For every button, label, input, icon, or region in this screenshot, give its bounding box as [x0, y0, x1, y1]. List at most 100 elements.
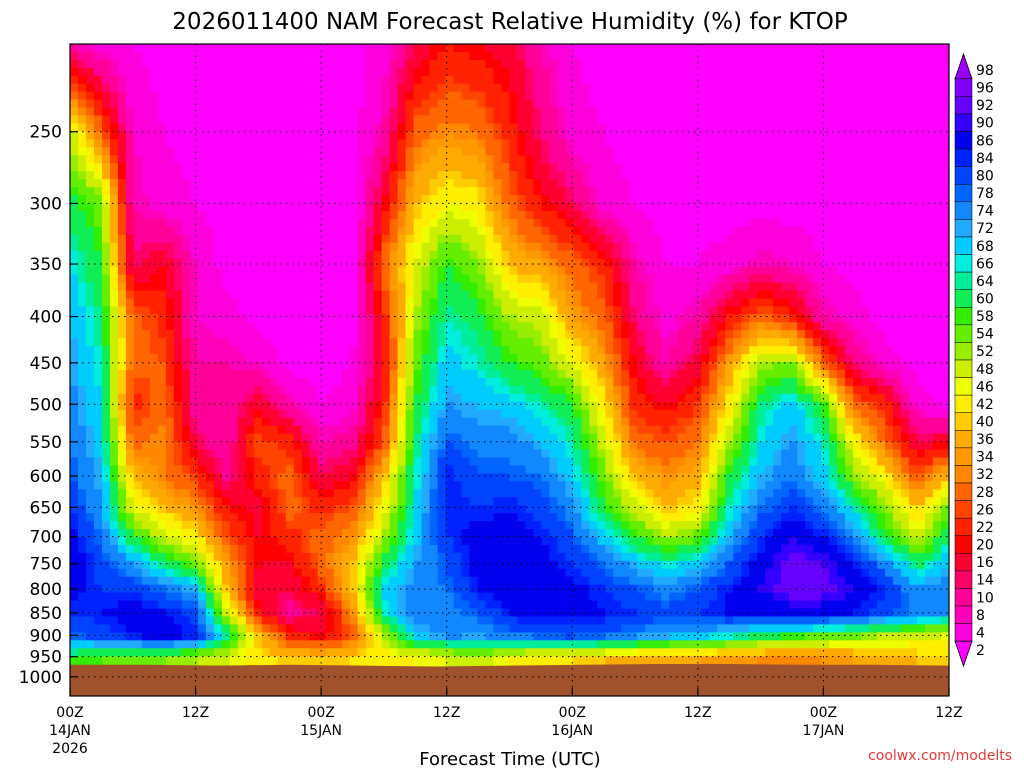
rh-cell [389, 393, 399, 403]
rh-cell [509, 258, 519, 268]
rh-cell [589, 195, 598, 204]
rh-cell [749, 234, 758, 244]
rh-cell [653, 250, 662, 260]
rh-cell [749, 155, 758, 164]
rh-cell [125, 258, 135, 268]
rh-cell [117, 298, 127, 307]
rh-cell [597, 115, 606, 125]
rh-cell [381, 171, 391, 180]
rh-cell [325, 91, 335, 101]
rh-cell [933, 362, 942, 371]
rh-cell [749, 338, 758, 347]
rh-cell [909, 163, 918, 172]
rh-cell [237, 346, 247, 355]
rh-cell [213, 226, 223, 236]
rh-cell [549, 171, 559, 180]
rh-cell [781, 266, 790, 276]
rh-cell [245, 322, 255, 331]
rh-cell [70, 314, 79, 323]
rh-cell [661, 139, 670, 148]
rh-cell [421, 234, 431, 244]
rh-cell [485, 163, 495, 172]
rh-cell [741, 370, 750, 379]
rh-cell [309, 163, 319, 172]
rh-cell [557, 163, 567, 172]
rh-cell [229, 107, 239, 117]
rh-cell [821, 377, 830, 387]
rh-cell [741, 123, 750, 133]
rh-cell [181, 330, 191, 339]
rh-cell [501, 139, 511, 148]
rh-cell [189, 242, 199, 252]
rh-cell [557, 258, 567, 268]
rh-cell [445, 163, 455, 172]
rh-cell [621, 346, 630, 355]
rh-cell [589, 59, 598, 69]
rh-cell [245, 226, 255, 236]
rh-cell [341, 377, 351, 387]
rh-cell [613, 203, 622, 212]
rh-cell [301, 107, 311, 117]
rh-cell [285, 218, 295, 228]
rh-cell [221, 123, 231, 133]
rh-cell [805, 218, 814, 228]
rh-cell [805, 139, 814, 148]
rh-cell [605, 91, 614, 101]
rh-cell [349, 139, 359, 148]
rh-cell [669, 171, 678, 180]
rh-cell [677, 362, 686, 371]
rh-cell [70, 91, 79, 101]
rh-cell [861, 298, 870, 307]
rh-cell [565, 107, 575, 117]
rh-cell [205, 203, 215, 212]
rh-cell [309, 107, 319, 117]
rh-cell [613, 83, 622, 93]
rh-cell [605, 362, 614, 371]
rh-cell [373, 91, 383, 101]
rh-cell [197, 274, 207, 284]
rh-cell [357, 139, 367, 148]
rh-cell [525, 258, 535, 268]
rh-cell [333, 393, 343, 403]
rh-cell [85, 163, 95, 172]
rh-cell [85, 346, 95, 355]
rh-cell [173, 218, 183, 228]
rh-cell [397, 179, 407, 188]
rh-cell [389, 266, 399, 276]
rh-cell [509, 163, 519, 172]
rh-cell [149, 210, 159, 220]
rh-cell [861, 83, 870, 93]
rh-cell [173, 401, 183, 411]
rh-cell [293, 346, 303, 355]
rh-cell [389, 298, 399, 307]
rh-cell [445, 377, 455, 387]
rh-cell [453, 258, 463, 268]
rh-cell [869, 179, 878, 188]
rh-cell [501, 99, 511, 109]
rh-cell [93, 75, 103, 85]
rh-cell [285, 123, 295, 133]
rh-cell [693, 362, 702, 371]
rh-cell [733, 242, 742, 252]
rh-cell [349, 322, 359, 331]
rh-cell [413, 282, 423, 292]
rh-cell [605, 75, 614, 85]
rh-cell [445, 59, 455, 69]
rh-cell [445, 258, 455, 268]
rh-cell [429, 107, 439, 117]
rh-cell [261, 377, 271, 387]
rh-cell [917, 298, 926, 307]
rh-cell [733, 44, 742, 53]
rh-cell [765, 242, 774, 252]
rh-cell [197, 51, 207, 61]
rh-cell [549, 195, 559, 204]
rh-cell [469, 330, 479, 339]
rh-cell [117, 370, 127, 379]
rh-cell [477, 131, 487, 141]
rh-cell [885, 147, 894, 156]
rh-cell [213, 282, 223, 292]
rh-cell [661, 370, 670, 379]
rh-cell [421, 139, 431, 148]
rh-cell [509, 298, 519, 307]
rh-cell [901, 298, 910, 307]
